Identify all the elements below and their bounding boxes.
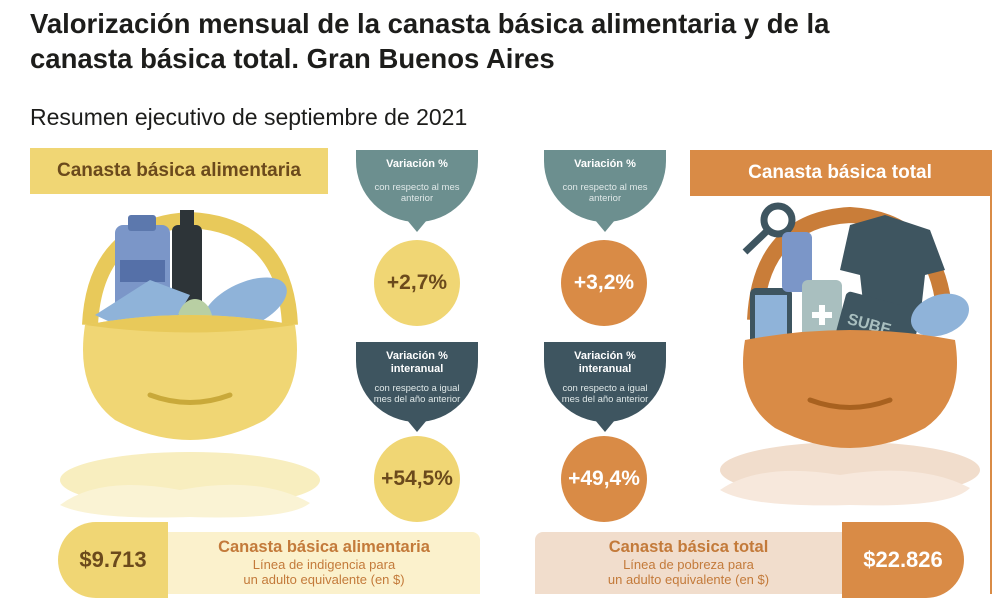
cbt-summary-panel: Canasta básica total Línea de pobreza pa… [535, 532, 842, 594]
total-basket-illustration: SUBE [720, 202, 980, 506]
bottle-icon [782, 232, 812, 292]
page-title: Valorización mensual de la canasta básic… [30, 8, 830, 74]
cbt-summary-title: Canasta básica total [608, 538, 769, 556]
cbt-amount: $22.826 [842, 522, 964, 598]
cba-banner: Canasta básica alimentaria [30, 148, 328, 194]
key-icon [760, 202, 796, 238]
cba-monthly-variation-title: Variación % [386, 158, 448, 170]
cba-amount: $9.713 [58, 522, 168, 598]
cba-monthly-variation-value: +2,7% [374, 240, 460, 326]
cbt-banner: Canasta básica total [690, 150, 990, 196]
cba-summary-title: Canasta básica alimentaria [218, 538, 430, 556]
cbt-monthly-variation-title: Variación % [574, 158, 636, 170]
food-basket-illustration [60, 210, 320, 518]
cba-yearly-variation-title: Variación % interanual [386, 350, 448, 375]
cbt-monthly-variation-value: +3,2% [561, 240, 647, 326]
cbt-yearly-variation-value: +49,4% [561, 436, 647, 522]
cba-monthly-variation-desc: con respecto al mes anterior [374, 182, 460, 204]
cba-summary-desc-line1: Línea de indigencia para [252, 557, 396, 572]
cba-summary-panel: Canasta básica alimentaria Línea de indi… [168, 532, 480, 594]
cbt-summary-desc-line2: un adulto equivalente (en $) [607, 572, 770, 587]
cbt-yearly-variation-desc: con respecto a igual mes del año anterio… [561, 383, 649, 405]
page-subtitle: Resumen ejecutivo de septiembre de 2021 [30, 104, 468, 130]
cbt-yearly-variation-title: Variación % interanual [574, 350, 636, 375]
tshirt-icon [840, 215, 945, 320]
cbt-side-rule [990, 150, 992, 594]
cbt-monthly-variation-bubble: Variación % con respecto al mes anterior [544, 150, 666, 232]
cbt-summary-desc-line1: Línea de pobreza para [623, 557, 754, 572]
cba-yearly-variation-desc: con respecto a igual mes del año anterio… [373, 383, 461, 405]
cba-yearly-variation-value: +54,5% [374, 436, 460, 522]
cbt-monthly-variation-desc: con respecto al mes anterior [562, 182, 648, 204]
cba-summary-desc-line2: un adulto equivalente (en $) [243, 572, 405, 587]
cba-monthly-variation-bubble: Variación % con respecto al mes anterior [356, 150, 478, 232]
cba-yearly-variation-bubble: Variación % interanual con respecto a ig… [356, 342, 478, 432]
cbt-yearly-variation-bubble: Variación % interanual con respecto a ig… [544, 342, 666, 432]
